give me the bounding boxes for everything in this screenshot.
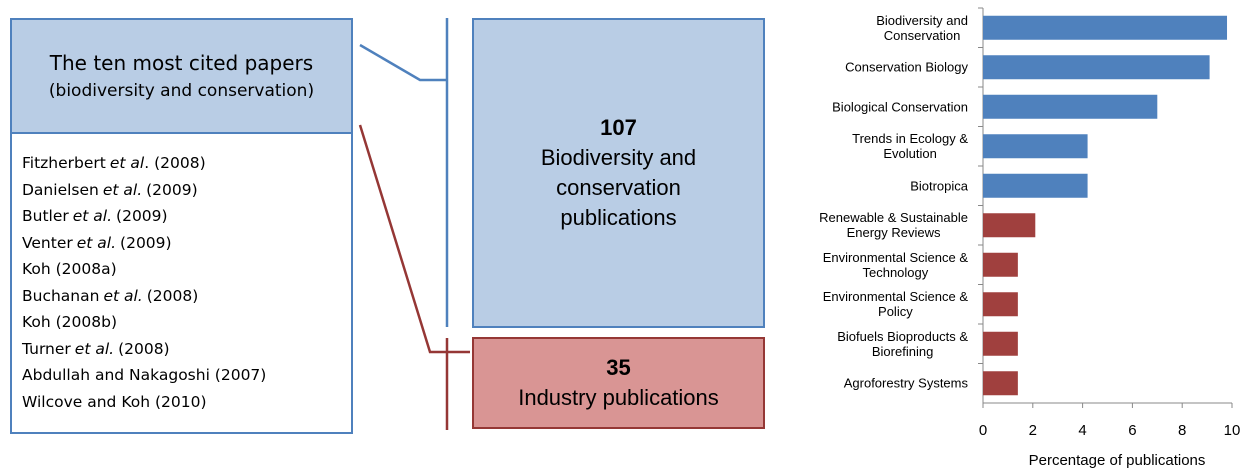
paper-list: Fitzherbert et al. (2008) Danielsen et al.(… bbox=[10, 132, 353, 434]
y-tick-label: Renewable & Sustainable Energy Reviews bbox=[819, 210, 968, 241]
y-tick-label-wrap: Renewable & Sustainable Energy Reviews bbox=[819, 210, 968, 240]
count: 107 bbox=[600, 115, 637, 140]
year: . (2008) bbox=[144, 154, 206, 172]
bar bbox=[983, 252, 1018, 277]
connector bbox=[358, 124, 470, 354]
industry-box: 35 Industry publications bbox=[472, 337, 765, 429]
paper-entry: Koh (2008b) bbox=[22, 309, 351, 336]
x-tick-label: 10 bbox=[1223, 422, 1241, 439]
et-al: et al. bbox=[76, 233, 117, 252]
y-tick-label: Environmental Science & Policy bbox=[822, 289, 968, 320]
y-tick-label-wrap: Biological Conservation bbox=[832, 99, 968, 114]
y-tick-label: Biological Conservation bbox=[832, 99, 968, 115]
box-label: Biodiversity and conservation publicatio… bbox=[540, 145, 697, 230]
author: Koh (2008a) bbox=[22, 260, 117, 278]
year: (2009) bbox=[120, 233, 172, 252]
year: (2008) bbox=[146, 286, 199, 305]
paper-entry: Butler et al. (2009) bbox=[22, 203, 351, 230]
author: Turner bbox=[22, 339, 71, 358]
y-tick-label: Biodiversity and Conservation bbox=[876, 12, 968, 43]
x-tick-label: 4 bbox=[1078, 422, 1087, 439]
y-tick-label: Agroforestry Systems bbox=[843, 375, 968, 391]
y-tick-label-wrap: Environmental Science & Policy bbox=[823, 289, 968, 319]
x-tick-label: 2 bbox=[1028, 422, 1037, 439]
paper-entry: Abdullah and Nakagoshi (2007) bbox=[22, 362, 351, 389]
connector bbox=[359, 43, 447, 82]
bar bbox=[983, 15, 1228, 40]
title-box: The ten most cited papers (biodiversity … bbox=[10, 18, 353, 134]
box-title: The ten most cited papers bbox=[49, 51, 314, 75]
bar bbox=[983, 371, 1018, 396]
author: Butler bbox=[22, 207, 69, 225]
bar bbox=[983, 55, 1210, 80]
et-al: et al. bbox=[72, 207, 113, 225]
y-tick-label-wrap: Biodiversity and Conservation bbox=[876, 13, 968, 43]
et-al: et al. bbox=[74, 339, 115, 358]
y-tick-label: Trends in Ecology & Evolution bbox=[852, 131, 968, 162]
author: Fitzherbert bbox=[22, 154, 106, 172]
bar bbox=[983, 94, 1158, 119]
y-tick-label-wrap: Conservation Biology bbox=[845, 60, 968, 75]
box-label: Industry publications bbox=[518, 385, 719, 410]
y-tick-label: Conservation Biology bbox=[845, 59, 968, 75]
year: (2009) bbox=[116, 207, 168, 225]
paper-entry: Venter et al. (2009) bbox=[22, 230, 351, 257]
paper-entry: Turner et al. (2008) bbox=[22, 336, 351, 363]
x-tick-label: 8 bbox=[1178, 422, 1187, 439]
y-tick-label: Environmental Science & Technology bbox=[822, 249, 968, 280]
bar bbox=[983, 292, 1018, 317]
author: Wilcove and Koh (2010) bbox=[22, 392, 207, 411]
conservation-box: 107 Biodiversity and conservation public… bbox=[472, 18, 765, 328]
y-tick-label: Biotropica bbox=[910, 178, 968, 194]
author: Koh (2008b) bbox=[22, 313, 118, 331]
author: Danielsen bbox=[22, 180, 99, 199]
et-al: et al. bbox=[102, 180, 143, 199]
author: Abdullah and Nakagoshi (2007) bbox=[22, 366, 267, 384]
paper-entry: Fitzherbert et al. (2008) bbox=[22, 150, 351, 177]
box-subtitle: (biodiversity and conservation) bbox=[48, 81, 315, 101]
bar bbox=[983, 213, 1036, 238]
y-tick-label-wrap: Biofuels Bioproducts & Biorefining bbox=[837, 329, 968, 359]
author: Venter bbox=[22, 233, 73, 252]
year: (2009) bbox=[146, 180, 198, 199]
et-al: et al. bbox=[103, 286, 143, 305]
x-tick-label: 6 bbox=[1128, 422, 1137, 439]
et-al: et al bbox=[109, 154, 145, 172]
y-tick-label-wrap: Agroforestry Systems bbox=[844, 376, 968, 391]
y-tick-label-wrap: Environmental Science & Technology bbox=[823, 250, 968, 280]
author: Buchanan bbox=[22, 286, 100, 305]
bar bbox=[983, 331, 1018, 356]
year: (2008) bbox=[118, 339, 170, 358]
y-tick-label-wrap: Trends in Ecology & Evolution bbox=[852, 131, 968, 161]
bar bbox=[983, 173, 1088, 198]
paper-entry: Koh (2008a) bbox=[22, 256, 351, 283]
x-axis-label: Percentage of publications bbox=[1028, 452, 1206, 469]
paper-entry: Danielsen et al. (2009) bbox=[22, 177, 351, 204]
x-tick-label: 0 bbox=[978, 422, 988, 439]
count: 35 bbox=[606, 355, 631, 380]
bar bbox=[983, 134, 1088, 159]
y-tick-label-wrap: Biotropica bbox=[910, 178, 968, 193]
paper-entry: Buchanan et al. (2008) bbox=[22, 283, 351, 310]
y-tick-label: Biofuels Bioproducts & Biorefining bbox=[837, 328, 968, 359]
paper-entry: Wilcove and Koh (2010) bbox=[22, 389, 351, 416]
